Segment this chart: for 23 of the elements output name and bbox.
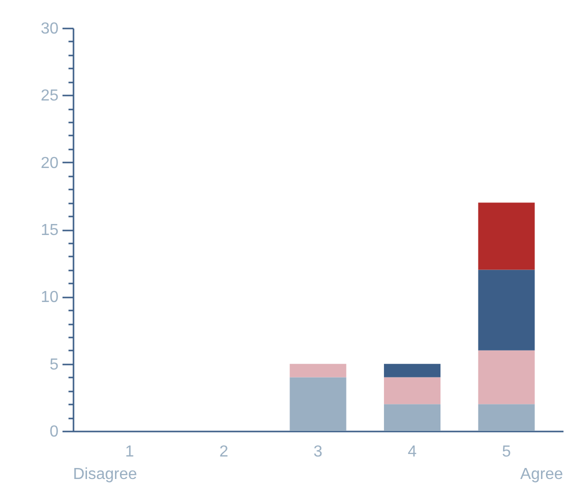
x-tick-label: 1 [125, 444, 134, 460]
bar [384, 377, 440, 404]
y-tick-label: 25 [40, 88, 59, 105]
bar [478, 202, 535, 270]
bar [478, 350, 535, 404]
y-tick-label: 30 [40, 20, 59, 38]
y-tick-label: 5 [50, 356, 59, 374]
y-tick-label: 20 [40, 154, 59, 172]
bar [478, 404, 535, 431]
text: Disagree [73, 466, 138, 483]
bar [290, 377, 346, 431]
x-tick-label: 5 [502, 444, 512, 460]
bar [384, 364, 440, 378]
y-tick-label: 10 [40, 289, 59, 306]
bar [478, 270, 535, 350]
y-tick-label: 0 [50, 424, 59, 440]
x-tick-label: 2 [219, 444, 228, 460]
x-tick-label: 4 [408, 444, 417, 460]
text: Agree [520, 466, 564, 483]
bar [384, 404, 440, 431]
bar [290, 364, 346, 378]
y-tick-label: 15 [40, 222, 59, 239]
x-tick-label: 3 [314, 444, 323, 460]
